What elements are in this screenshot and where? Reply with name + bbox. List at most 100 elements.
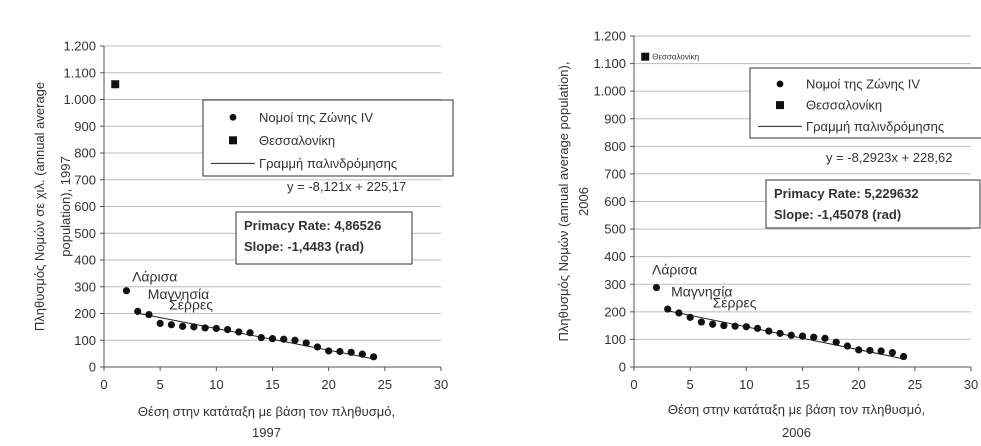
y-tick-label: 1.100	[593, 56, 626, 71]
point-annotation: Λάρισα	[132, 268, 177, 284]
x-axis-title: Θέση στην κατάταξη με βάση τον πληθυσμό,	[138, 404, 395, 419]
y-tick-label: 400	[604, 249, 626, 264]
y-tick-label: 300	[604, 277, 626, 292]
data-point	[313, 343, 322, 351]
legend-marker-square	[776, 101, 784, 110]
y-tick-label: 600	[604, 194, 626, 209]
data-point	[167, 321, 175, 329]
y-tick-label: 700	[604, 166, 626, 181]
legend-label: Γραμμή παλινδρόμησης	[806, 119, 944, 134]
data-point	[877, 347, 885, 355]
data-point	[358, 350, 366, 358]
data-point	[156, 319, 164, 327]
regression-line	[667, 310, 904, 360]
data-point	[347, 348, 355, 356]
y-tick-label: 200	[74, 306, 96, 321]
data-point	[325, 347, 333, 355]
data-point	[122, 287, 131, 295]
point-annotation: Σέρρες	[169, 296, 213, 312]
legend-label: Νομοί της Ζώνης IV	[806, 76, 920, 91]
legend-marker-square	[229, 136, 237, 145]
data-point	[201, 324, 209, 332]
x-tick-label: 30	[964, 377, 978, 392]
legend-marker-diamond	[776, 80, 784, 88]
data-point	[268, 335, 277, 343]
data-point	[280, 335, 288, 343]
x-tick-label: 15	[265, 377, 279, 392]
data-point	[336, 347, 344, 356]
y-axis-title: population), 1997	[58, 156, 73, 256]
y-tick-label: 500	[74, 226, 96, 241]
data-point	[675, 309, 683, 317]
data-point	[223, 325, 232, 334]
data-point	[866, 346, 874, 355]
y-axis-title: 2006	[576, 187, 591, 216]
primacy-rate: Primacy Rate: 4,86526	[244, 218, 381, 233]
data-point	[686, 313, 694, 321]
y-tick-label: 200	[604, 304, 626, 319]
chart-2006: 01002003004005006007008009001.0001.1001.…	[556, 29, 981, 440]
x-tick-label: 0	[630, 377, 637, 392]
y-tick-label: 800	[604, 139, 626, 154]
primacy-box	[765, 179, 981, 229]
data-point	[697, 318, 706, 326]
y-axis-title: Πληθυσμός Νομών (annual average populati…	[556, 62, 571, 342]
data-point	[212, 324, 220, 333]
data-point	[843, 342, 852, 350]
chart-1997: 01002003004005006007008009001.0001.1001.…	[32, 39, 454, 440]
data-point	[134, 307, 142, 315]
y-tick-label: 100	[604, 332, 626, 347]
data-point	[709, 320, 717, 328]
y-tick-label: 1.200	[63, 39, 96, 54]
data-point	[291, 336, 299, 344]
y-tick-label: 900	[74, 119, 96, 134]
data-point	[787, 331, 795, 339]
data-point	[664, 305, 672, 313]
y-tick-label: 0	[619, 360, 626, 375]
data-point	[190, 323, 198, 331]
y-tick-label: 0	[89, 360, 96, 375]
data-point	[145, 310, 153, 319]
x-tick-label: 20	[851, 377, 865, 392]
x-axis-title: Θέση στην κατάταξη με βάση τον πληθυσμό,	[668, 402, 925, 417]
x-tick-label: 30	[434, 377, 448, 392]
x-axis-title: 1997	[252, 425, 281, 440]
slope-value: Slope: -1,4483 (rad)	[244, 239, 364, 254]
y-tick-label: 1.000	[63, 92, 96, 107]
x-tick-label: 10	[739, 377, 753, 392]
data-point	[776, 329, 784, 337]
y-tick-label: 100	[74, 333, 96, 348]
data-point	[765, 327, 773, 335]
x-tick-label: 15	[795, 377, 809, 392]
y-tick-label: 500	[604, 222, 626, 237]
x-tick-label: 20	[321, 377, 335, 392]
legend-marker-diamond	[229, 113, 237, 121]
legend-label: Θεσσαλονίκη	[806, 98, 882, 113]
data-point	[257, 333, 265, 342]
data-point	[742, 323, 750, 331]
slope-value: Slope: -1,45078 (rad)	[774, 207, 901, 222]
legend-label: Γραμμή παλινδρόμησης	[259, 156, 397, 171]
data-point	[652, 283, 661, 292]
y-tick-label: 300	[74, 279, 96, 294]
x-tick-label: 10	[209, 377, 223, 392]
data-point	[302, 339, 310, 347]
regression-line	[137, 312, 374, 360]
x-tick-label: 5	[687, 377, 694, 392]
y-axis-title: Πληθυσμός Νομών σε χιλ. (annual average	[32, 82, 47, 331]
point-annotation: Σέρρες	[713, 295, 757, 311]
data-point	[235, 328, 243, 336]
y-tick-label: 1.000	[593, 84, 626, 99]
legend-label: Θεσσαλονίκη	[259, 133, 335, 148]
data-point	[900, 352, 908, 361]
data-point	[855, 346, 863, 354]
primacy-box	[235, 211, 413, 265]
x-tick-label: 25	[908, 377, 922, 392]
y-tick-label: 400	[74, 253, 96, 268]
data-point	[179, 322, 187, 330]
y-tick-label: 1.100	[63, 65, 96, 80]
data-point	[810, 333, 818, 341]
x-tick-label: 0	[100, 377, 107, 392]
x-axis-title: 2006	[782, 425, 811, 440]
